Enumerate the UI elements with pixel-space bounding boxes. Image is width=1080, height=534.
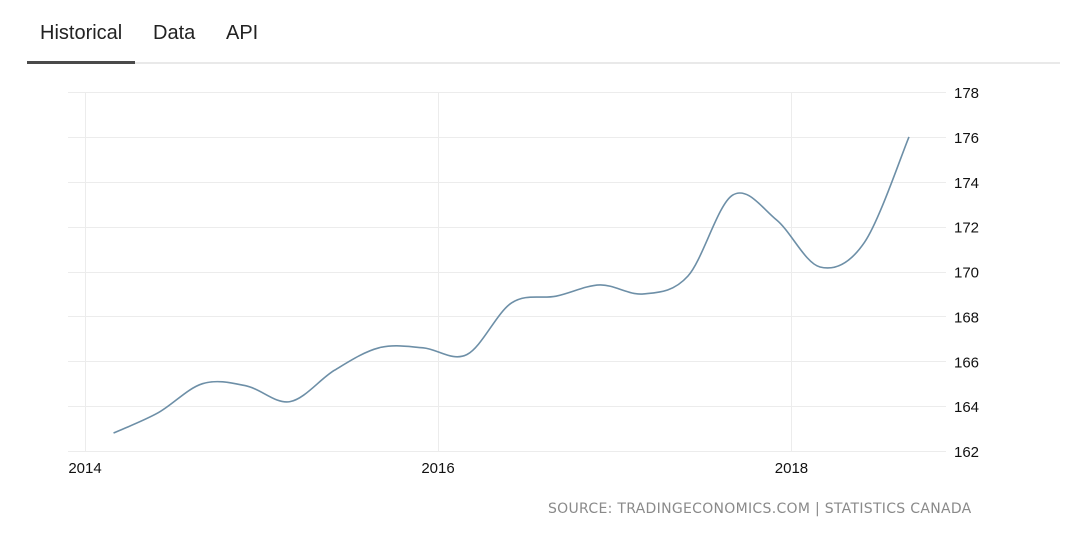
x-tick-label: 2016	[421, 460, 454, 477]
tick-labels: 2014 2016 2018 162 164 166 168 170 172 174 176 178	[68, 85, 979, 477]
tab-api[interactable]: API	[226, 22, 259, 44]
tab-data[interactable]: Data	[153, 22, 196, 44]
y-tick-label: 178	[954, 85, 979, 102]
x-tick-label: 2014	[68, 460, 101, 477]
y-tick-label: 174	[954, 175, 979, 192]
active-tab-indicator	[27, 61, 135, 64]
source-attribution: SOURCE: TRADINGECONOMICS.COM | STATISTIC…	[548, 501, 972, 517]
y-tick-label: 176	[954, 130, 979, 147]
x-tick-label: 2018	[775, 460, 808, 477]
y-tick-label: 164	[954, 399, 979, 416]
grid-lines	[68, 92, 946, 452]
y-tick-label: 162	[954, 444, 979, 461]
series-lines	[113, 136, 910, 434]
y-tick-label: 168	[954, 309, 979, 326]
y-tick-label: 170	[954, 265, 979, 282]
tab-bar: Historical Data API	[27, 0, 1060, 64]
series-line	[113, 136, 910, 434]
y-tick-label: 172	[954, 220, 979, 237]
y-tick-label: 166	[954, 354, 979, 371]
tab-historical[interactable]: Historical	[40, 22, 123, 44]
